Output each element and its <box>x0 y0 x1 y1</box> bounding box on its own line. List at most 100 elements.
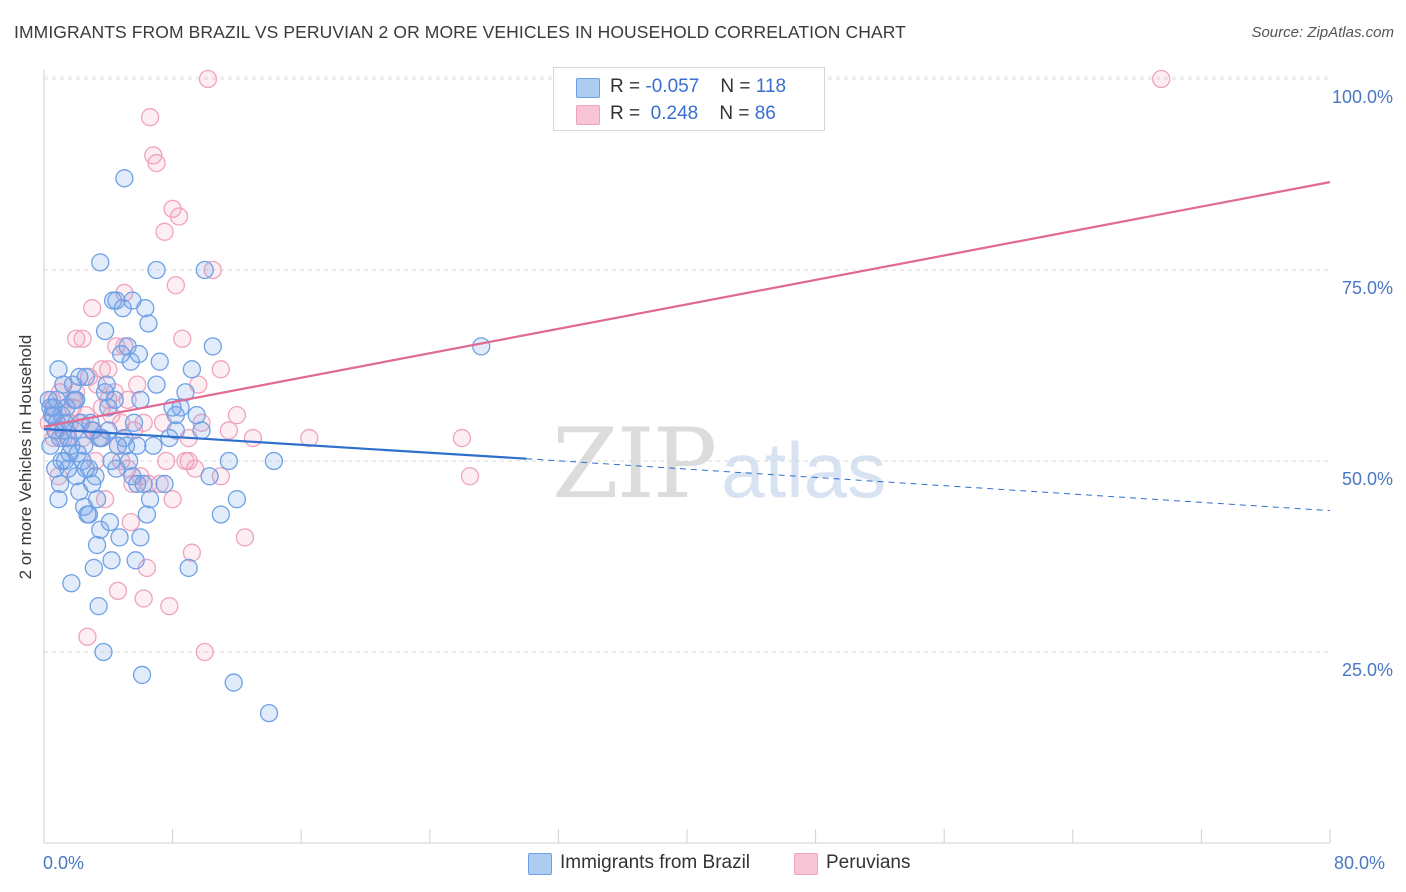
peru-point <box>198 69 218 89</box>
brazil-point <box>147 375 166 394</box>
peru-point <box>147 153 166 173</box>
brazil-point <box>124 413 144 432</box>
peru-point <box>452 428 472 448</box>
brazil-point <box>131 390 150 410</box>
peru-point <box>155 222 174 241</box>
y-tick-label-50: 50.0% <box>1341 469 1393 489</box>
brazil-point <box>200 467 219 486</box>
peru-point <box>140 108 160 127</box>
brazil-point <box>132 665 152 685</box>
x-tick-label-max: 80.0% <box>1334 853 1386 873</box>
brazil-point <box>50 474 70 494</box>
peru-point <box>300 428 319 448</box>
legend-n-value-brazil: 118 <box>755 76 787 97</box>
source-note: Source: ZipAtlas.com <box>1251 24 1394 41</box>
legend-r-label: R = <box>610 76 641 97</box>
peru-point <box>182 543 202 562</box>
chart-title: IMMIGRANTS FROM BRAZIL VS PERUVIAN 2 OR … <box>14 22 906 42</box>
brazil-point <box>102 551 121 570</box>
legend-n-label: N = <box>719 103 750 124</box>
watermark-zip: ZIP <box>552 408 717 520</box>
brazil-point <box>84 558 103 578</box>
peru-point <box>1152 69 1171 89</box>
brazil-point <box>131 528 150 547</box>
brazil-point <box>139 314 158 333</box>
brazil-point <box>136 299 155 318</box>
brazil-point <box>187 406 206 425</box>
peru-points <box>39 69 1171 662</box>
peru-point <box>73 329 92 348</box>
peru-point <box>108 581 128 601</box>
peru-point <box>195 642 214 662</box>
trend-lines <box>43 181 1331 512</box>
brazil-point <box>41 398 60 417</box>
brazil-point <box>140 490 160 509</box>
brazil-point <box>224 673 243 692</box>
brazil-point <box>110 528 129 547</box>
brazil-point <box>264 451 284 471</box>
brazil-point <box>76 459 95 478</box>
y-tick-label-100: 100.0% <box>1331 87 1393 107</box>
peru-point <box>169 207 189 226</box>
y-axis-label: 2 or more Vehicles in Household <box>16 334 35 580</box>
brazil-point <box>107 291 126 310</box>
peru-point <box>460 467 480 486</box>
legend-r-value-peru: 0.248 <box>645 103 699 124</box>
brazil-point <box>192 421 211 440</box>
brazil-point <box>155 474 174 494</box>
brazil-point <box>62 574 81 593</box>
brazil-point <box>195 260 214 280</box>
peru-point <box>157 451 176 471</box>
brazil-point <box>70 367 89 387</box>
brazil-point <box>105 390 124 410</box>
peru-point <box>67 329 86 348</box>
peru-point <box>99 360 118 379</box>
brazil-point <box>211 505 230 524</box>
y-tick-label-75: 75.0% <box>1341 278 1393 298</box>
brazil-point <box>87 490 107 509</box>
peru-point <box>134 413 153 432</box>
brazil-points <box>39 169 491 723</box>
peru-point <box>83 299 102 318</box>
brazil-point <box>52 451 71 471</box>
brazil-point <box>123 467 142 486</box>
gridlines <box>44 76 1330 653</box>
peru-point <box>134 589 153 608</box>
brazil-point <box>120 451 139 471</box>
brazil-point <box>94 642 113 662</box>
brazil-trend-extension <box>526 458 1331 512</box>
correlation-legend: R = -0.057 N = 118 R = 0.248 N = 86 <box>553 67 825 131</box>
brazil-point <box>49 360 68 379</box>
brazil-point <box>91 253 110 272</box>
peru-point <box>121 512 140 532</box>
brazil-point <box>76 367 95 387</box>
brazil-point <box>83 474 102 494</box>
brazil-point <box>179 558 198 578</box>
peru-point <box>163 490 182 509</box>
brazil-point <box>95 321 115 341</box>
brazil-point <box>128 436 147 455</box>
peru-point <box>160 597 179 616</box>
peru-point <box>166 276 185 295</box>
brazil-point <box>89 597 108 616</box>
brazil-point <box>49 490 68 509</box>
brazil-point <box>129 344 148 364</box>
bottom-legend-label-brazil: Immigrants from Brazil <box>560 852 751 873</box>
brazil-point <box>259 703 279 723</box>
legend-text-brazil: R = -0.057 N = 118 <box>610 76 786 98</box>
legend-swatch-brazil <box>576 78 600 98</box>
axes <box>43 70 1331 844</box>
y-tick-label-25: 25.0% <box>1341 660 1393 680</box>
peru-point <box>118 390 137 410</box>
peru-point <box>179 451 198 471</box>
watermark-atlas: atlas <box>721 426 886 514</box>
brazil-point <box>91 428 110 448</box>
watermark: ZIPatlas <box>552 408 886 520</box>
legend-n-label: N = <box>720 76 751 97</box>
brazil-point <box>144 436 163 455</box>
peru-point <box>78 627 97 646</box>
peru-point <box>235 528 255 547</box>
brazil-point <box>227 490 247 509</box>
brazil-point <box>472 337 491 356</box>
